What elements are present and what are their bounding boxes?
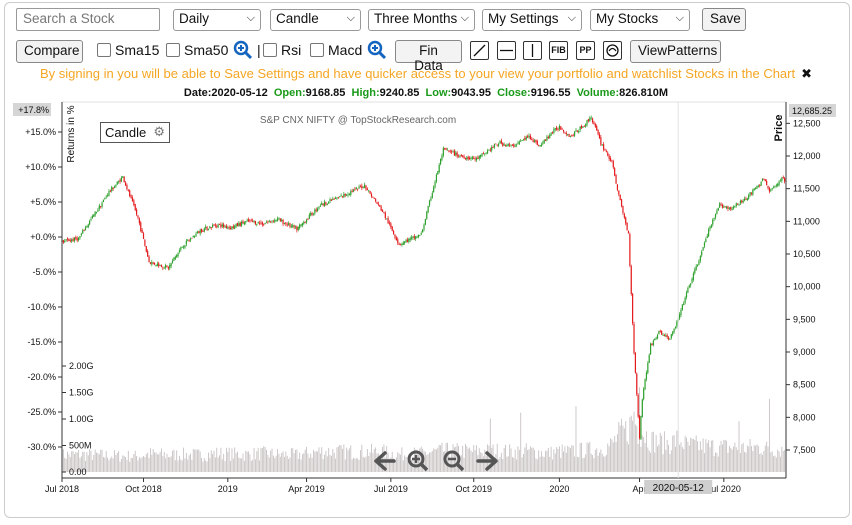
sma50-toggle[interactable]: Sma50 — [166, 42, 228, 58]
zoom-out-icon[interactable] — [443, 450, 465, 472]
signin-message: By signing in you will be able to Save S… — [39, 66, 813, 81]
pan-right-icon[interactable] — [476, 451, 498, 471]
compare-button[interactable]: Compare — [16, 40, 83, 63]
chevron-down-icon: ⌵ — [567, 12, 576, 24]
macd-toggle[interactable]: Macd — [310, 42, 362, 58]
ohlc-readout: Date:2020-05-12 Open:9168.85 High:9240.8… — [183, 87, 669, 99]
sma15-toggle[interactable]: Sma15 — [97, 42, 159, 58]
settings-select[interactable]: My Settings ⌵ — [482, 9, 582, 31]
checkbox[interactable] — [263, 43, 277, 57]
chevron-down-icon: ⌵ — [346, 12, 355, 24]
search-input[interactable]: Search a Stock — [16, 8, 160, 31]
gear-icon[interactable]: ⚙ — [153, 124, 165, 139]
view-patterns-button[interactable]: ViewPatterns — [630, 40, 721, 63]
checkbox[interactable] — [97, 43, 111, 57]
close-icon[interactable]: ✖ — [801, 66, 813, 81]
chevron-down-icon: ⌵ — [460, 12, 469, 24]
range-select[interactable]: Three Months ⌵ — [368, 9, 475, 31]
pivot-points-tool-icon[interactable]: PP — [576, 41, 595, 60]
trendline-tool-icon[interactable] — [470, 41, 489, 60]
fib-tool-icon[interactable]: FIB — [549, 41, 568, 60]
chevron-down-icon: ⌵ — [246, 12, 255, 24]
stocks-select[interactable]: My Stocks ⌵ — [590, 9, 690, 31]
save-button[interactable]: Save — [702, 8, 746, 31]
chevron-down-icon: ⌵ — [675, 12, 684, 24]
separator: | — [257, 42, 261, 58]
interval-select[interactable]: Daily ⌵ — [173, 9, 261, 31]
checkbox[interactable] — [310, 43, 324, 57]
fin-data-button[interactable]: Fin Data — [395, 40, 462, 73]
chart-type-select[interactable]: Candle ⌵ — [270, 9, 361, 31]
vertical-line-tool-icon[interactable] — [523, 41, 542, 60]
checkbox[interactable] — [166, 43, 180, 57]
horizontal-line-tool-icon[interactable] — [497, 41, 516, 60]
rsi-toggle[interactable]: Rsi — [263, 42, 301, 58]
pattern-tool-icon[interactable] — [603, 41, 622, 60]
pan-left-icon[interactable] — [374, 451, 396, 471]
legend-box[interactable]: Candle ⚙ — [100, 122, 170, 143]
zoom-in-icon[interactable] — [367, 40, 387, 60]
zoom-in-icon[interactable] — [233, 40, 253, 60]
zoom-in-icon[interactable] — [407, 450, 429, 472]
